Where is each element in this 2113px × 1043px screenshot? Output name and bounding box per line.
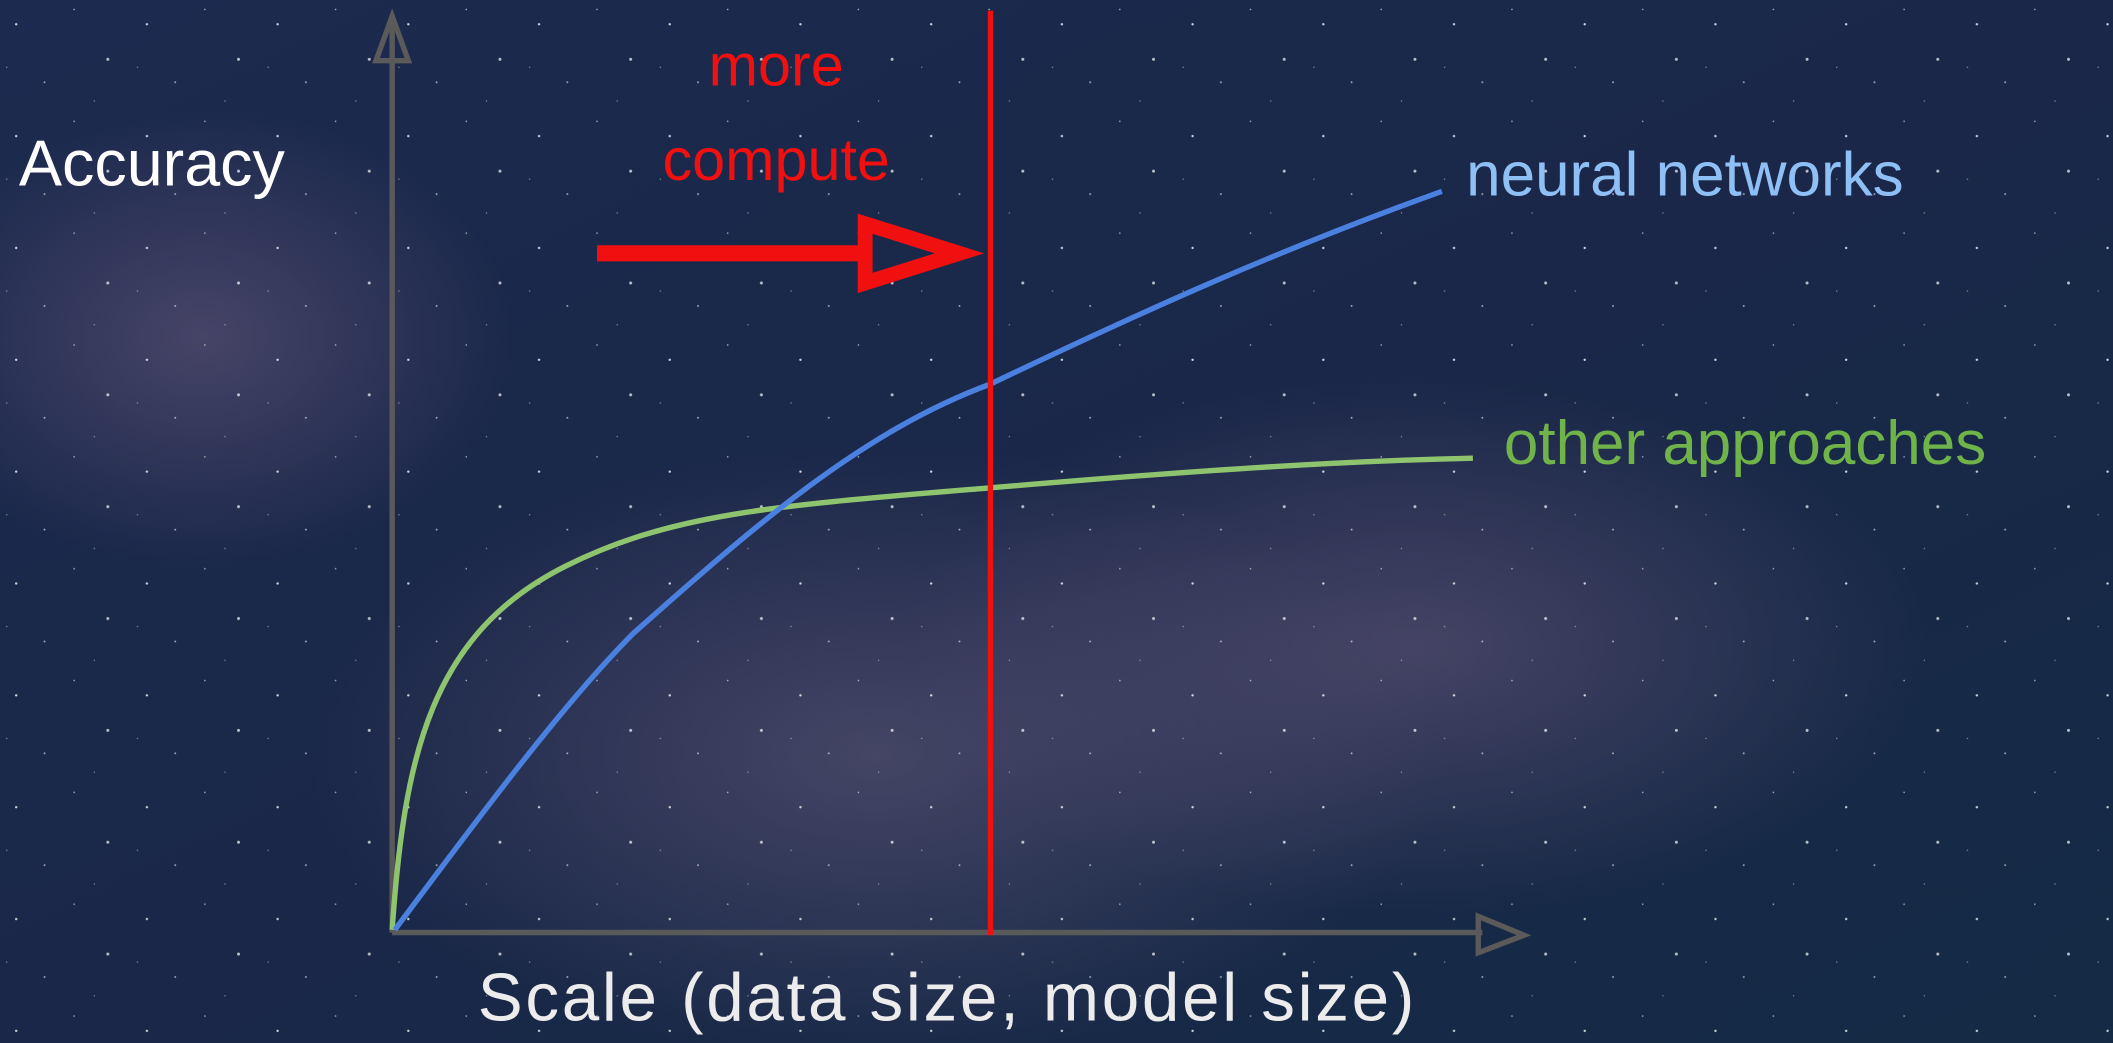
- y-axis-label: Accuracy: [19, 127, 286, 200]
- annotation-line: more: [709, 32, 844, 99]
- annotation-line: compute: [663, 126, 890, 193]
- x-axis-label: Scale (data size, model size): [478, 960, 1417, 1035]
- slide: Accuracy more compute neural networks ot…: [0, 0, 2113, 1043]
- curve-label: neural networks: [1466, 141, 1903, 210]
- page: {"axes": {"y_label": "Accuracy", "x_labe…: [0, 0, 2113, 1043]
- curve-label: other approaches: [1504, 409, 1986, 478]
